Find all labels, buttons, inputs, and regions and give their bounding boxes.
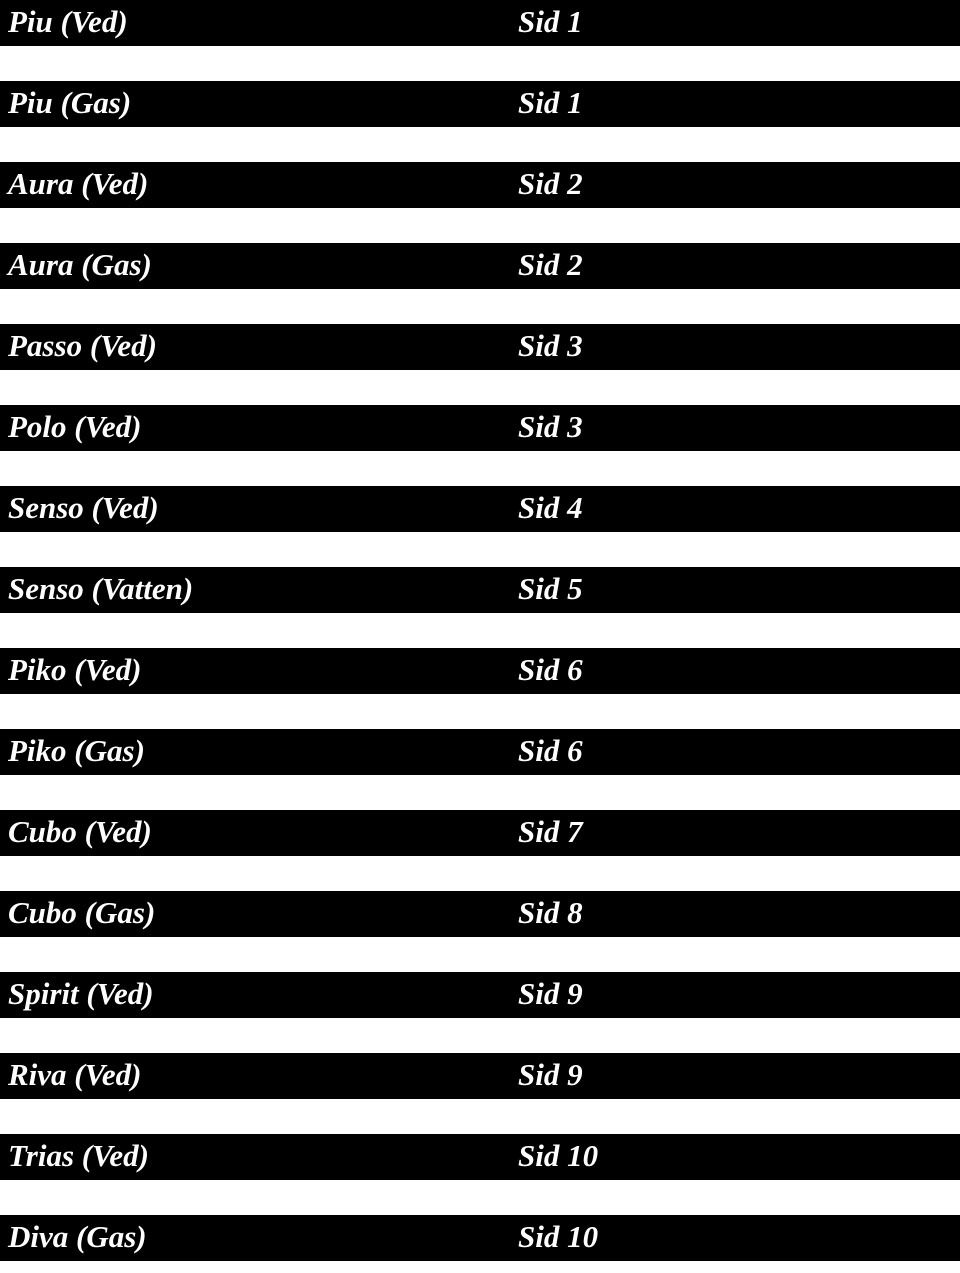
table-row: Piko (Ved) Sid 6 [0,648,960,694]
row-name: Piu (Gas) [8,85,518,121]
row-name: Cubo (Ved) [8,814,518,850]
row-page: Sid 6 [518,652,952,688]
table-row: Piu (Ved) Sid 1 [0,0,960,46]
row-name: Piu (Ved) [8,4,518,40]
table-row: Riva (Ved) Sid 9 [0,1053,960,1099]
row-page: Sid 7 [518,814,952,850]
table-row: Trias (Ved) Sid 10 [0,1134,960,1180]
row-page: Sid 9 [518,976,952,1012]
table-row: Polo (Ved) Sid 3 [0,405,960,451]
row-page: Sid 8 [518,895,952,931]
row-name: Passo (Ved) [8,328,518,364]
row-page: Sid 5 [518,571,952,607]
row-page: Sid 10 [518,1138,952,1174]
table-row: Cubo (Ved) Sid 7 [0,810,960,856]
row-page: Sid 9 [518,1057,952,1093]
row-page: Sid 1 [518,4,952,40]
row-name: Trias (Ved) [8,1138,518,1174]
table-row: Passo (Ved) Sid 3 [0,324,960,370]
table-row: Piko (Gas) Sid 6 [0,729,960,775]
table-row: Aura (Ved) Sid 2 [0,162,960,208]
row-page: Sid 10 [518,1219,952,1255]
row-name: Piko (Ved) [8,652,518,688]
row-page: Sid 4 [518,490,952,526]
row-name: Riva (Ved) [8,1057,518,1093]
row-name: Aura (Ved) [8,166,518,202]
row-page: Sid 2 [518,247,952,283]
row-name: Piko (Gas) [8,733,518,769]
table-row: Diva (Gas) Sid 10 [0,1215,960,1261]
row-page: Sid 3 [518,409,952,445]
row-name: Diva (Gas) [8,1219,518,1255]
row-name: Aura (Gas) [8,247,518,283]
index-table: Piu (Ved) Sid 1 Piu (Gas) Sid 1 Aura (Ve… [0,0,960,1261]
row-name: Senso (Vatten) [8,571,518,607]
row-name: Cubo (Gas) [8,895,518,931]
table-row: Cubo (Gas) Sid 8 [0,891,960,937]
row-name: Polo (Ved) [8,409,518,445]
row-page: Sid 3 [518,328,952,364]
row-page: Sid 2 [518,166,952,202]
table-row: Spirit (Ved) Sid 9 [0,972,960,1018]
row-page: Sid 1 [518,85,952,121]
table-row: Senso (Vatten) Sid 5 [0,567,960,613]
table-row: Aura (Gas) Sid 2 [0,243,960,289]
row-name: Senso (Ved) [8,490,518,526]
row-page: Sid 6 [518,733,952,769]
row-name: Spirit (Ved) [8,976,518,1012]
table-row: Piu (Gas) Sid 1 [0,81,960,127]
table-row: Senso (Ved) Sid 4 [0,486,960,532]
